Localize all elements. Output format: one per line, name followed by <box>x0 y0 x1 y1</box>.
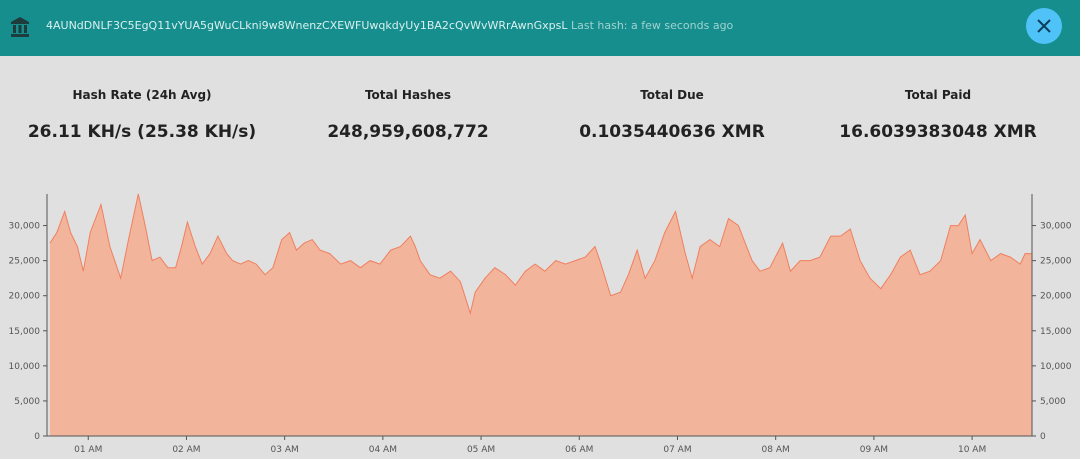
stat: Hash Rate (24h Avg) 26.11 KH/s (25.38 KH/… <box>10 88 274 142</box>
x-tick-label: 10 AM <box>958 445 986 455</box>
y-tick-label: 10,000 <box>9 362 41 372</box>
x-tick-label: 01 AM <box>74 445 102 455</box>
chart: 0 5,000 10,000 15,000 20,000 25,000 30,000 0 5,0… <box>9 193 1072 455</box>
x-tick-label: 08 AM <box>762 445 790 455</box>
x-tick-label: 07 AM <box>663 445 691 455</box>
close-button[interactable] <box>1026 8 1062 44</box>
y-tick-label: 25,000 <box>9 257 41 267</box>
last-hash: Last hash: a few seconds ago <box>570 19 734 32</box>
x-tick-label: 06 AM <box>565 445 593 455</box>
x-tick-label: 09 AM <box>860 445 888 455</box>
header: 4AUNdDNLF3C5EgQ11vYUA5gWuCLkni9w8WnenzCX… <box>0 0 1080 56</box>
y2-tick-label: 15,000 <box>1040 327 1072 337</box>
y2-tick-label: 30,000 <box>1040 222 1072 232</box>
y-tick-label: 5,000 <box>14 397 40 407</box>
y2-tick-label: 20,000 <box>1040 292 1072 302</box>
x-tick-label: 03 AM <box>271 445 299 455</box>
stat-value: 248,959,608,772 <box>327 122 489 142</box>
y2-tick-label: 0 <box>1040 432 1046 442</box>
stat-label: Hash Rate (24h Avg) <box>72 88 212 102</box>
area <box>49 194 1032 436</box>
x-tick-label: 02 AM <box>172 445 200 455</box>
close-icon <box>1037 19 1051 33</box>
stat-value: 26.11 KH/s (25.38 KH/s) <box>27 122 257 142</box>
stat: Total Hashes 248,959,608,772 <box>276 88 540 142</box>
y2-tick-label: 10,000 <box>1040 362 1072 372</box>
y-tick-label: 0 <box>34 432 40 442</box>
y-tick-label: 15,000 <box>9 327 41 337</box>
x-tick-label: 04 AM <box>369 445 397 455</box>
address: 4AUNdDNLF3C5EgQ11vYUA5gWuCLkni9w8WnenzCX… <box>46 19 568 32</box>
x-tick-label: 05 AM <box>467 445 495 455</box>
stat-label: Total Paid <box>904 88 972 102</box>
stat-value: 16.6039383048 XMR <box>839 122 1037 142</box>
stat: Total Paid 16.6039383048 XMR <box>806 88 1070 142</box>
stat-label: Total Hashes <box>364 88 452 102</box>
y-tick-label: 30,000 <box>9 222 41 232</box>
stat-label: Total Due <box>640 88 704 102</box>
y-tick-label: 20,000 <box>9 292 41 302</box>
stat-value: 0.1035440636 XMR <box>579 122 765 142</box>
y2-tick-label: 25,000 <box>1040 257 1072 267</box>
address-line: 4AUNdDNLF3C5EgQ11vYUA5gWuCLkni9w8WnenzCX… <box>46 19 1016 32</box>
stat: Total Due 0.1035440636 XMR <box>540 88 804 142</box>
bank-icon <box>11 17 29 37</box>
area-line <box>49 193 1032 316</box>
y2-tick-label: 5,000 <box>1040 397 1066 407</box>
